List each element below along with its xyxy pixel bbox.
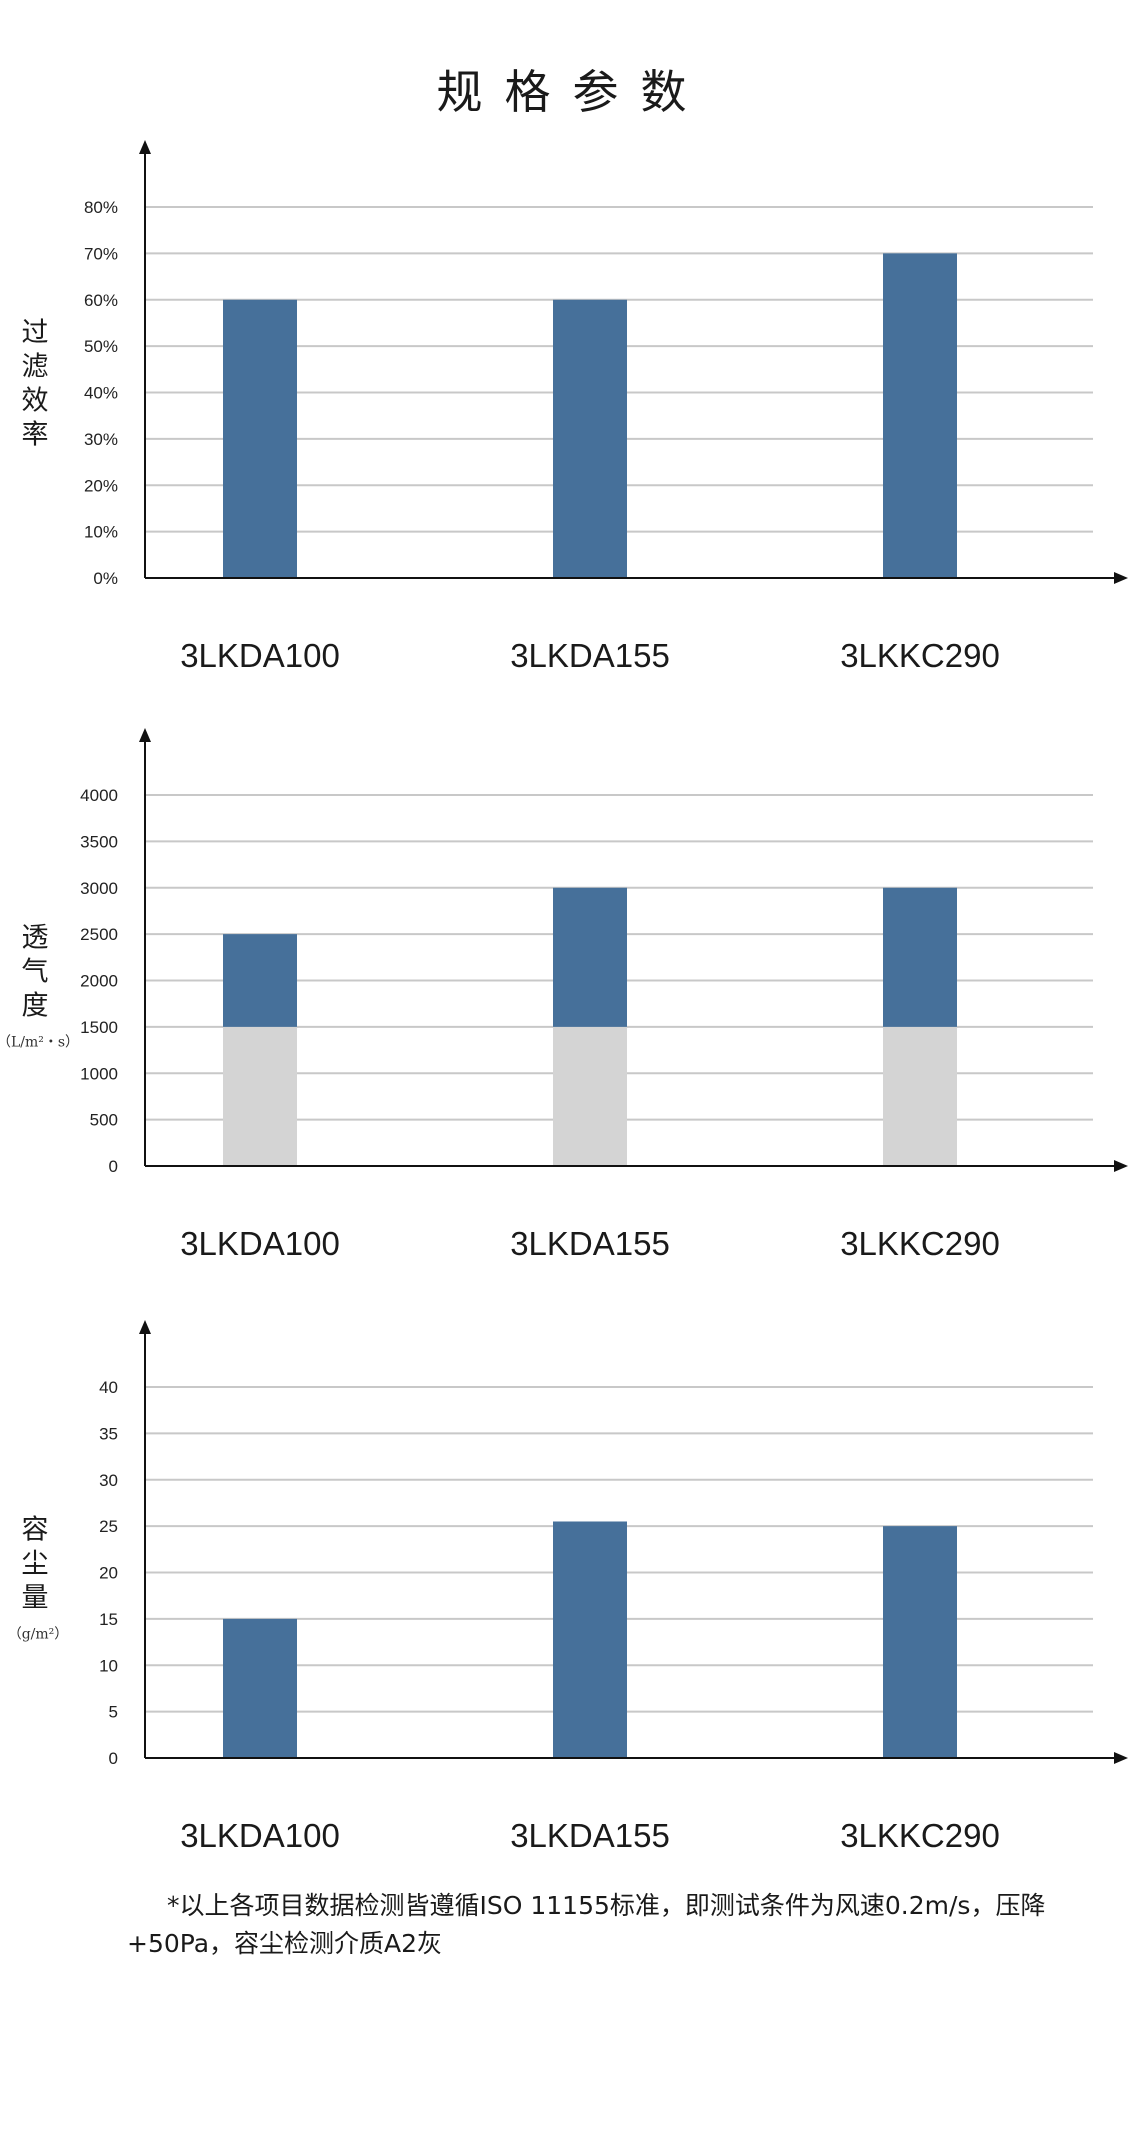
category-label: 3LKDA100 xyxy=(180,1225,340,1262)
y-tick-label: 25 xyxy=(99,1517,118,1536)
y-tick-label: 4000 xyxy=(80,786,118,805)
y-tick-label: 40 xyxy=(99,1378,118,1397)
bar xyxy=(883,1526,957,1758)
dust-holding-capacity-chart: 0 5 10 15 20 25 30 35 40 3LKDA100 3LKDA155 3LKKC290… xyxy=(8,1320,1128,1854)
y-tick-label: 2500 xyxy=(80,925,118,944)
category-label: 3LKDA100 xyxy=(180,1817,340,1854)
y-tick-label: 20% xyxy=(84,476,118,495)
category-label: 3LKDA100 xyxy=(180,637,340,674)
y-axis-label: 过滤效率 xyxy=(22,318,49,451)
category-label: 3LKKC290 xyxy=(840,1225,1000,1262)
y-tick-label: 3000 xyxy=(80,879,118,898)
bar-base-segment xyxy=(223,1026,297,1166)
y-tick-label: 60% xyxy=(84,291,118,310)
y-tick-label: 0% xyxy=(93,569,118,588)
bar xyxy=(883,253,957,578)
y-tick-label: 30 xyxy=(99,1471,118,1490)
y-tick-label: 10% xyxy=(84,523,118,542)
y-axis-arrow-icon xyxy=(139,1320,151,1334)
y-axis-label: 容尘量 xyxy=(22,1515,49,1614)
y-tick-label: 0 xyxy=(109,1749,118,1768)
bar xyxy=(553,299,627,578)
y-axis-label: 透气度 xyxy=(22,923,49,1022)
y-tick-label: 30% xyxy=(84,430,118,449)
page-title: 规格参数 xyxy=(436,65,709,119)
x-axis-arrow-icon xyxy=(1114,1752,1128,1764)
y-axis-arrow-icon xyxy=(139,728,151,742)
y-tick-label: 20 xyxy=(99,1564,118,1583)
category-label: 3LKDA155 xyxy=(510,1817,670,1854)
y-axis-unit: （g/m²） xyxy=(8,1627,69,1643)
y-tick-label: 50% xyxy=(84,337,118,356)
y-axis-arrow-icon xyxy=(139,140,151,154)
bar-base-segment xyxy=(553,1026,627,1166)
y-tick-label: 500 xyxy=(90,1111,118,1130)
y-tick-label: 40% xyxy=(84,384,118,403)
category-label: 3LKKC290 xyxy=(840,637,1000,674)
x-axis-arrow-icon xyxy=(1114,572,1128,584)
category-label: 3LKDA155 xyxy=(510,637,670,674)
x-axis-arrow-icon xyxy=(1114,1160,1128,1172)
bar xyxy=(883,887,957,1027)
bar xyxy=(553,1521,627,1758)
filtration-efficiency-chart: 0% 10% 20% 30% 40% 50% 60% 70% 80% 3LKDA100 3LKDA1… xyxy=(22,140,1128,674)
air-permeability-chart: 0 500 1000 1500 2000 2500 3000 3500 4000 3LKDA100… xyxy=(0,728,1128,1262)
y-tick-label: 10 xyxy=(99,1656,118,1675)
y-tick-label: 1500 xyxy=(80,1018,118,1037)
category-label: 3LKKC290 xyxy=(840,1817,1000,1854)
y-tick-label: 35 xyxy=(99,1424,118,1443)
bar xyxy=(223,299,297,578)
bar xyxy=(223,934,297,1027)
y-axis-unit: （L/m²・s） xyxy=(0,1035,79,1051)
y-tick-label: 15 xyxy=(99,1610,118,1629)
y-tick-label: 80% xyxy=(84,198,118,217)
bar xyxy=(223,1618,297,1758)
bar xyxy=(553,887,627,1027)
y-tick-label: 0 xyxy=(109,1157,118,1176)
bar-base-segment xyxy=(883,1026,957,1166)
y-tick-label: 3500 xyxy=(80,832,118,851)
y-tick-label: 2000 xyxy=(80,972,118,991)
category-label: 3LKDA155 xyxy=(510,1225,670,1262)
y-tick-label: 70% xyxy=(84,244,118,263)
footnote: *以上各项目数据检测皆遵循ISO 11155标准，即测试条件为风速0.2m/s，… xyxy=(127,1891,1046,1958)
y-tick-label: 1000 xyxy=(80,1064,118,1083)
y-tick-label: 5 xyxy=(109,1703,118,1722)
